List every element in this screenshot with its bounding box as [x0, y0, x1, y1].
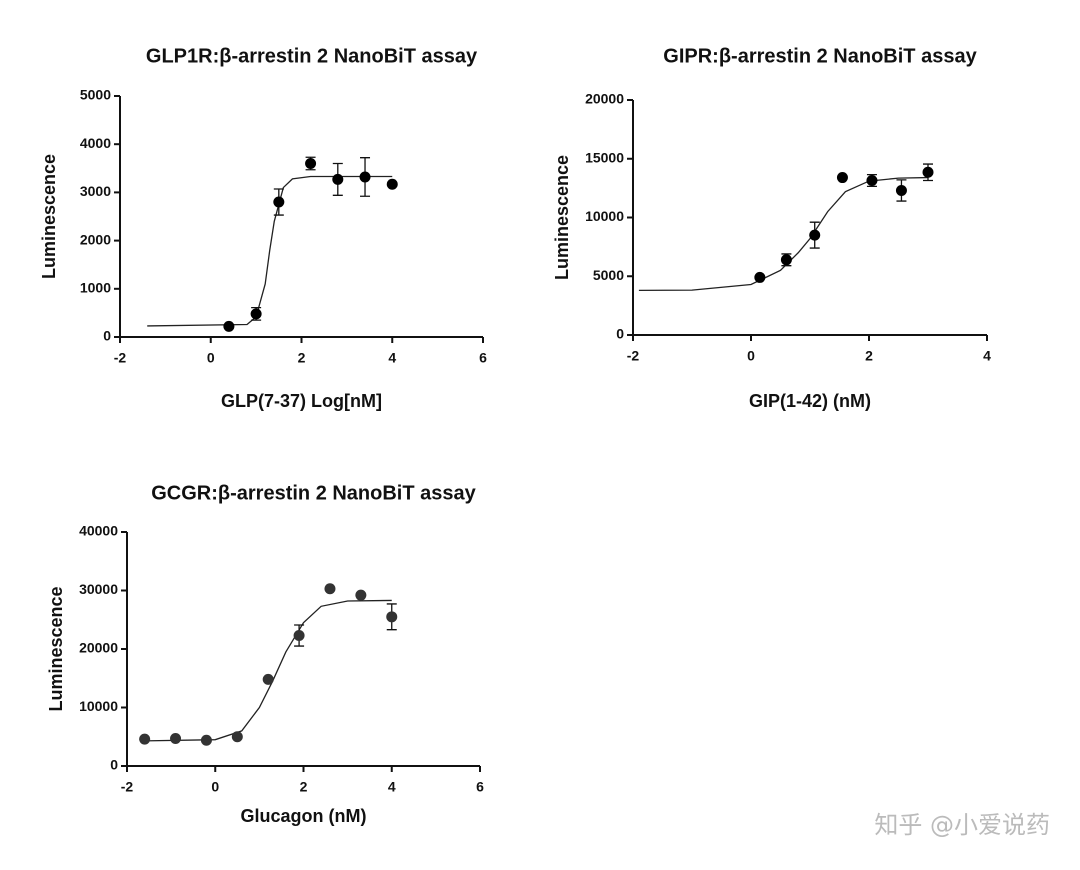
fit-curve	[144, 599, 392, 742]
data-point	[305, 157, 317, 169]
x-tick-label: -2	[627, 348, 640, 364]
data-point	[262, 673, 274, 685]
data-point	[780, 254, 792, 266]
y-tick-label: 3000	[80, 183, 111, 199]
chart-title: GLP1R:β-arrestin 2 NanoBiT assay	[146, 45, 478, 67]
x-tick-label: 2	[298, 350, 306, 366]
y-tick-label: 1000	[80, 280, 111, 296]
x-axis-label: GLP(7-37) Log[nM]	[221, 391, 382, 411]
data-point	[754, 271, 766, 283]
x-tick-label: 0	[207, 350, 215, 366]
y-tick-label: 20000	[79, 640, 118, 656]
y-axis-label: Luminescence	[39, 154, 59, 279]
x-tick-label: -2	[121, 779, 134, 795]
y-tick-label: 15000	[585, 149, 624, 165]
y-tick-label: 0	[616, 326, 624, 342]
data-point	[170, 733, 182, 745]
data-point	[922, 166, 934, 178]
y-tick-label: 5000	[80, 87, 111, 103]
data-point	[355, 589, 367, 601]
data-point	[139, 733, 151, 745]
x-tick-label: 0	[211, 779, 219, 795]
data-point	[250, 308, 262, 320]
data-point	[386, 178, 398, 190]
y-axis-label: Luminescence	[552, 155, 572, 280]
data-point	[866, 174, 878, 186]
x-tick-label: 0	[747, 348, 755, 364]
y-tick-label: 30000	[79, 581, 118, 597]
data-point	[359, 171, 371, 183]
x-tick-label: -2	[114, 350, 127, 366]
y-tick-label: 10000	[585, 208, 624, 224]
data-point	[223, 320, 235, 332]
watermark: 知乎 @小爱说药	[874, 811, 1050, 839]
fit-curve	[638, 176, 929, 291]
y-axis-label: Luminescence	[46, 586, 66, 711]
data-point	[895, 184, 907, 196]
fit-curve	[147, 175, 393, 327]
data-point	[324, 583, 336, 595]
y-tick-label: 4000	[80, 135, 111, 151]
y-tick-label: 10000	[79, 698, 118, 714]
y-tick-label: 40000	[79, 523, 118, 539]
y-tick-label: 0	[110, 757, 118, 773]
data-point	[809, 229, 821, 241]
y-tick-label: 20000	[585, 91, 624, 107]
data-point	[293, 630, 305, 642]
x-axis-label: Glucagon (nM)	[241, 806, 367, 826]
data-point	[200, 734, 212, 746]
x-tick-label: 4	[388, 350, 396, 366]
x-tick-label: 6	[479, 350, 487, 366]
x-tick-label: 2	[300, 779, 308, 795]
data-point	[273, 196, 285, 208]
chart-title: GCGR:β-arrestin 2 NanoBiT assay	[151, 482, 476, 504]
x-tick-label: 6	[476, 779, 484, 795]
x-tick-label: 4	[388, 779, 396, 795]
data-point	[386, 611, 398, 623]
data-point	[836, 172, 848, 184]
y-tick-label: 0	[103, 328, 111, 344]
data-point	[231, 731, 243, 743]
y-tick-label: 2000	[80, 231, 111, 247]
chart-title: GIPR:β-arrestin 2 NanoBiT assay	[663, 45, 977, 67]
y-tick-label: 5000	[593, 267, 624, 283]
x-axis-label: GIP(1-42) (nM)	[749, 391, 871, 411]
x-tick-label: 2	[865, 348, 873, 364]
x-tick-label: 4	[983, 348, 991, 364]
data-point	[332, 173, 344, 185]
